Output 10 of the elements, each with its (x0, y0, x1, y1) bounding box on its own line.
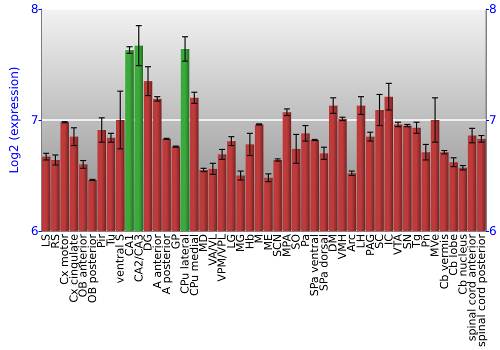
y2-tick-label: 8 (489, 2, 497, 16)
y-tick-label: 7 (30, 113, 39, 128)
y2-tick-label: 7 (489, 113, 497, 128)
x-tick-label: A posterior (160, 234, 174, 294)
y2-tick-label: 6 (489, 224, 497, 238)
y-axis-title: Log2 (expression) (7, 66, 21, 174)
x-tick-label: OB posterior (86, 234, 99, 304)
y-tick-label: 8 (30, 2, 39, 16)
y-tick-label: 6 (30, 224, 39, 238)
x-tick-label: Tg (410, 234, 424, 249)
